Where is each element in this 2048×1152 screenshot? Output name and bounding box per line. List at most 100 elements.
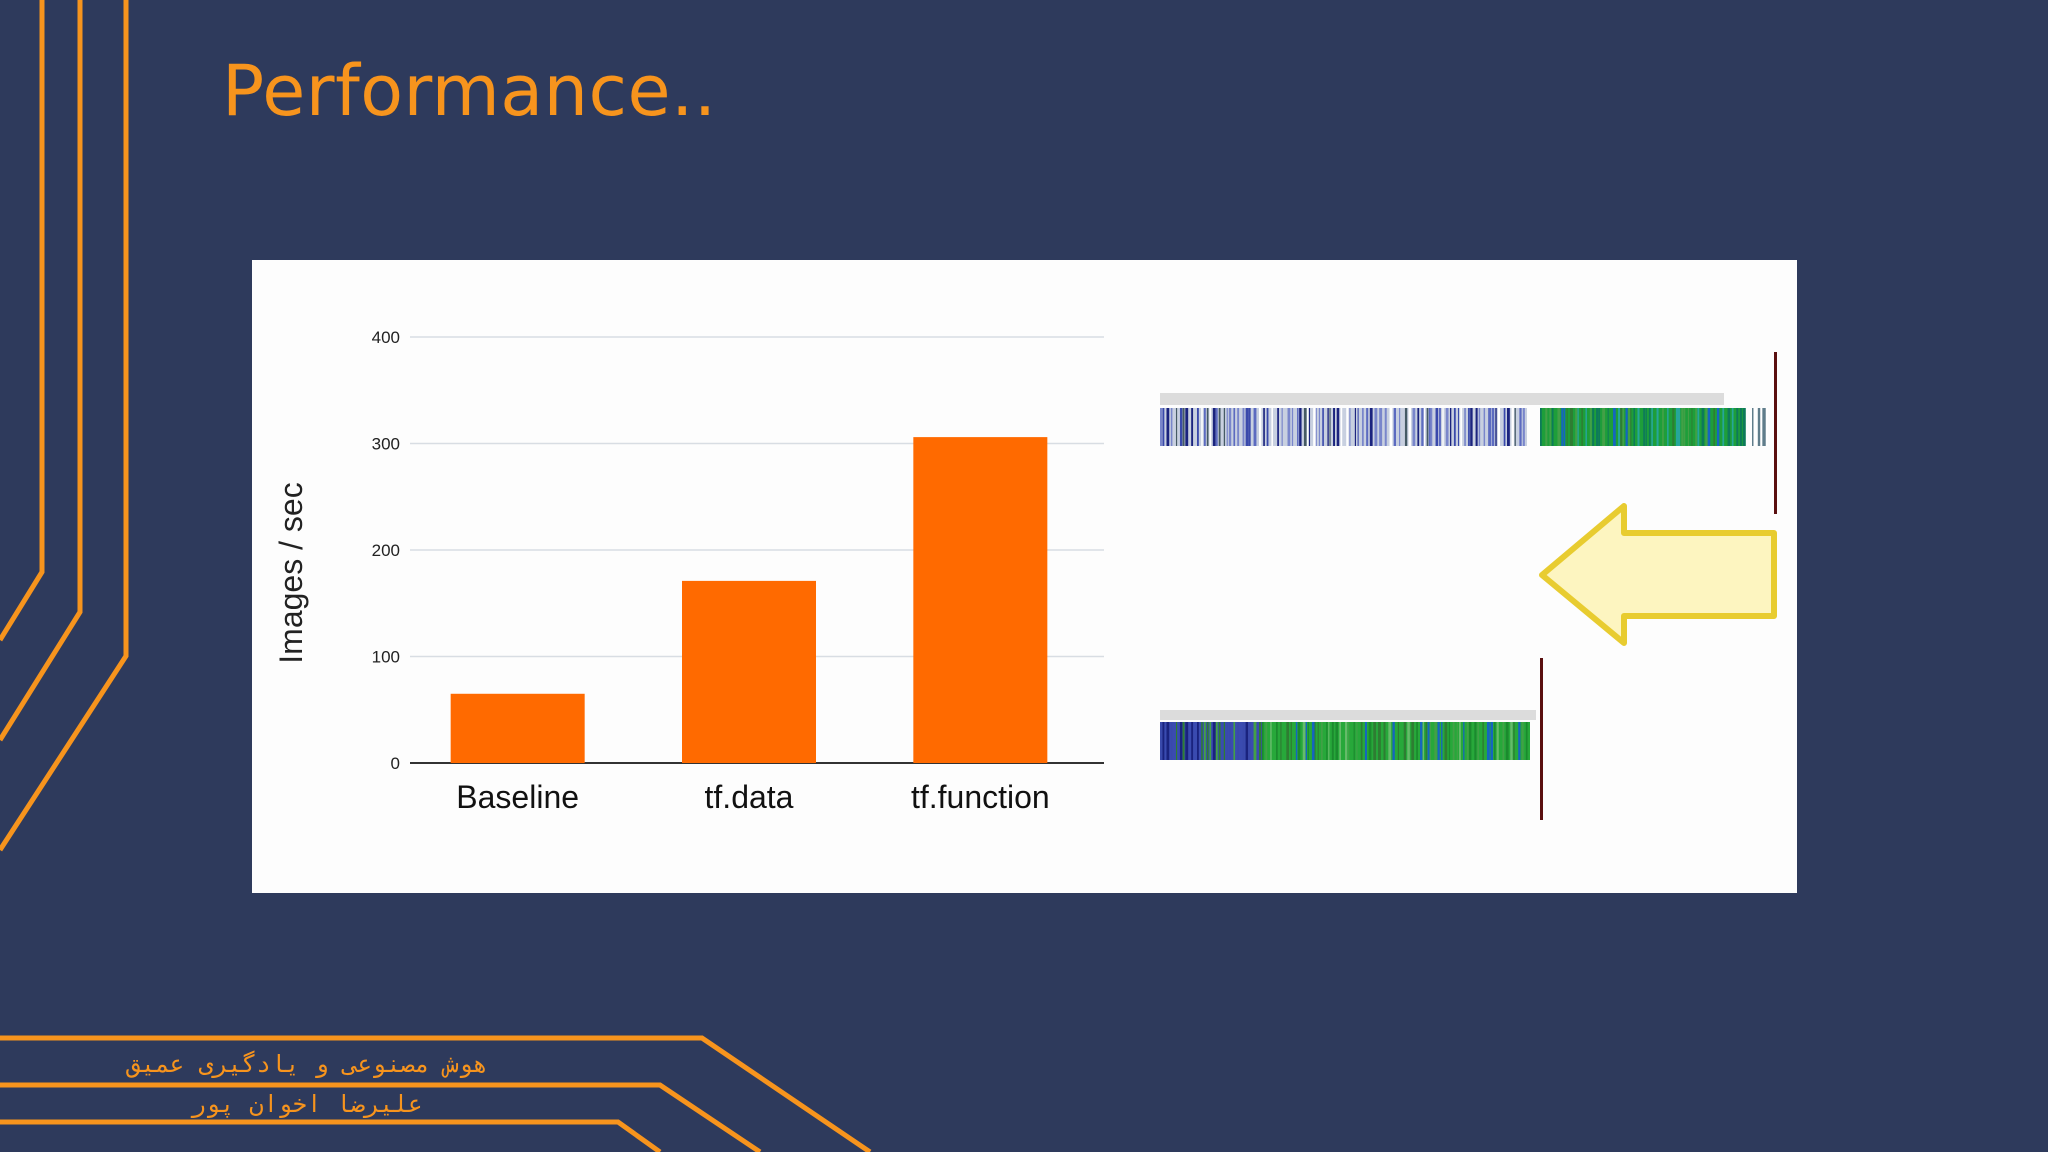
trace-stripe <box>1223 722 1226 760</box>
deco-line-bottom-3 <box>0 1119 662 1152</box>
trace-stripe <box>1592 408 1595 446</box>
trace-stripe <box>1281 408 1283 446</box>
trace-stripe <box>1321 722 1323 760</box>
trace-stripe <box>1438 408 1441 446</box>
trace-stripe <box>1468 408 1470 446</box>
trace-stripe <box>1295 722 1298 760</box>
trace-stripe <box>1672 408 1675 446</box>
trace-stripe <box>1645 408 1647 446</box>
y-tick-label: 300 <box>372 435 400 454</box>
trace-stripe <box>1237 408 1240 446</box>
trace-stripe <box>1263 408 1265 446</box>
trace-stripe <box>1651 408 1653 446</box>
trace-stripe <box>1427 722 1430 760</box>
trace-stripe <box>1701 408 1705 446</box>
trace-stripe <box>1374 408 1378 446</box>
y-tick-label: 100 <box>372 648 400 667</box>
trace-stripe <box>1356 722 1358 760</box>
trace-stripe <box>1416 722 1418 760</box>
trace-stripe <box>1425 722 1428 760</box>
trace-stripe <box>1563 408 1566 446</box>
trace-stripe <box>1764 408 1766 446</box>
trace-stripe <box>1613 408 1616 446</box>
trace-stripe <box>1197 408 1199 446</box>
trace-stripe <box>1482 722 1484 760</box>
deco-line-left-1 <box>0 0 45 642</box>
trace-stripe <box>1388 722 1392 760</box>
trace-stripe <box>1656 408 1659 446</box>
trace-stripe <box>1206 408 1209 446</box>
trace-stripe <box>1494 722 1496 760</box>
slide-title: Performance.. <box>222 50 717 132</box>
trace-stripe <box>1463 722 1465 760</box>
trace-stripe <box>1215 408 1218 446</box>
trace-stripe <box>1233 722 1236 760</box>
trace-stripe <box>1384 408 1387 446</box>
trace-stripe <box>1457 408 1460 446</box>
trace-stripe <box>1328 722 1330 760</box>
trace-stripe <box>1449 408 1452 446</box>
trace-stripe <box>1253 722 1257 760</box>
trace-stripe <box>1575 408 1578 446</box>
timeline-top <box>1160 352 1777 514</box>
trace-stripe <box>1209 408 1212 446</box>
trace-stripe <box>1589 408 1592 446</box>
trace-stripe <box>1675 408 1679 446</box>
trace-stripe <box>1270 722 1272 760</box>
trace-stripe <box>1228 408 1232 446</box>
trace-stripe <box>1697 408 1700 446</box>
trace-stripe <box>1404 408 1408 446</box>
trace-stripe <box>1757 408 1761 446</box>
trace-stripe <box>1306 408 1309 446</box>
trace-stripe <box>1731 408 1734 446</box>
footer-author: علیرضا اخوان پور <box>191 1090 423 1118</box>
trace-stripe <box>1408 408 1412 446</box>
trace-stripe <box>1303 408 1307 446</box>
trace-stripe <box>1428 408 1431 446</box>
trace-stripe <box>1191 722 1194 760</box>
trace-stripe <box>1302 722 1306 760</box>
trace-stripe <box>1287 408 1291 446</box>
trace-stripe <box>1422 722 1424 760</box>
trace-stripe <box>1513 722 1515 760</box>
trace-stripe <box>1453 408 1456 446</box>
trace-stripe <box>1313 408 1316 446</box>
trace-stripe <box>1429 722 1432 760</box>
trace-stripe <box>1514 408 1516 446</box>
trace-stripe <box>1280 722 1282 760</box>
trace-stripe <box>1379 408 1383 446</box>
trace-stripe <box>1201 408 1203 446</box>
deco-line-bottom-1 <box>0 1035 872 1152</box>
trace-stripe <box>1162 408 1165 446</box>
trace-stripe <box>1361 408 1364 446</box>
trace-stripe <box>1179 722 1183 760</box>
trace-stripe <box>1707 408 1711 446</box>
trace-stripe <box>1307 722 1309 760</box>
trace-stripe <box>1392 722 1395 760</box>
trace-stripe <box>1314 722 1316 760</box>
trace-stripe <box>1315 408 1317 446</box>
trace-stripe <box>1662 408 1664 446</box>
y-tick-label: 0 <box>391 754 400 773</box>
x-tick-label: Baseline <box>456 779 579 815</box>
trace-stripe <box>1336 408 1340 446</box>
bar-tf-data <box>682 580 816 763</box>
trace-stripe <box>1488 408 1492 446</box>
trace-stripe <box>1185 408 1189 446</box>
trace-stripe <box>1525 722 1528 760</box>
x-tick-labels: Baseline tf.data tf.function <box>456 779 1049 815</box>
trace-stripe <box>1596 408 1599 446</box>
trace-stripe <box>1223 408 1226 446</box>
trace-stripe <box>1412 408 1416 446</box>
trace-stripe <box>1722 408 1725 446</box>
trace-stripe <box>1474 722 1477 760</box>
trace-stripe <box>1297 722 1301 760</box>
trace-stripe <box>1483 408 1486 446</box>
trace-stripe <box>1420 722 1423 760</box>
trace-stripe <box>1434 722 1437 760</box>
chart-figure: 0 100 200 300 400 Baseline tf.data tf.function… <box>252 260 1797 893</box>
y-axis-label: Images / sec <box>273 482 309 663</box>
trace-stripe <box>1366 408 1369 446</box>
trace-stripe <box>1426 408 1429 446</box>
trace-stripe <box>1441 722 1443 760</box>
